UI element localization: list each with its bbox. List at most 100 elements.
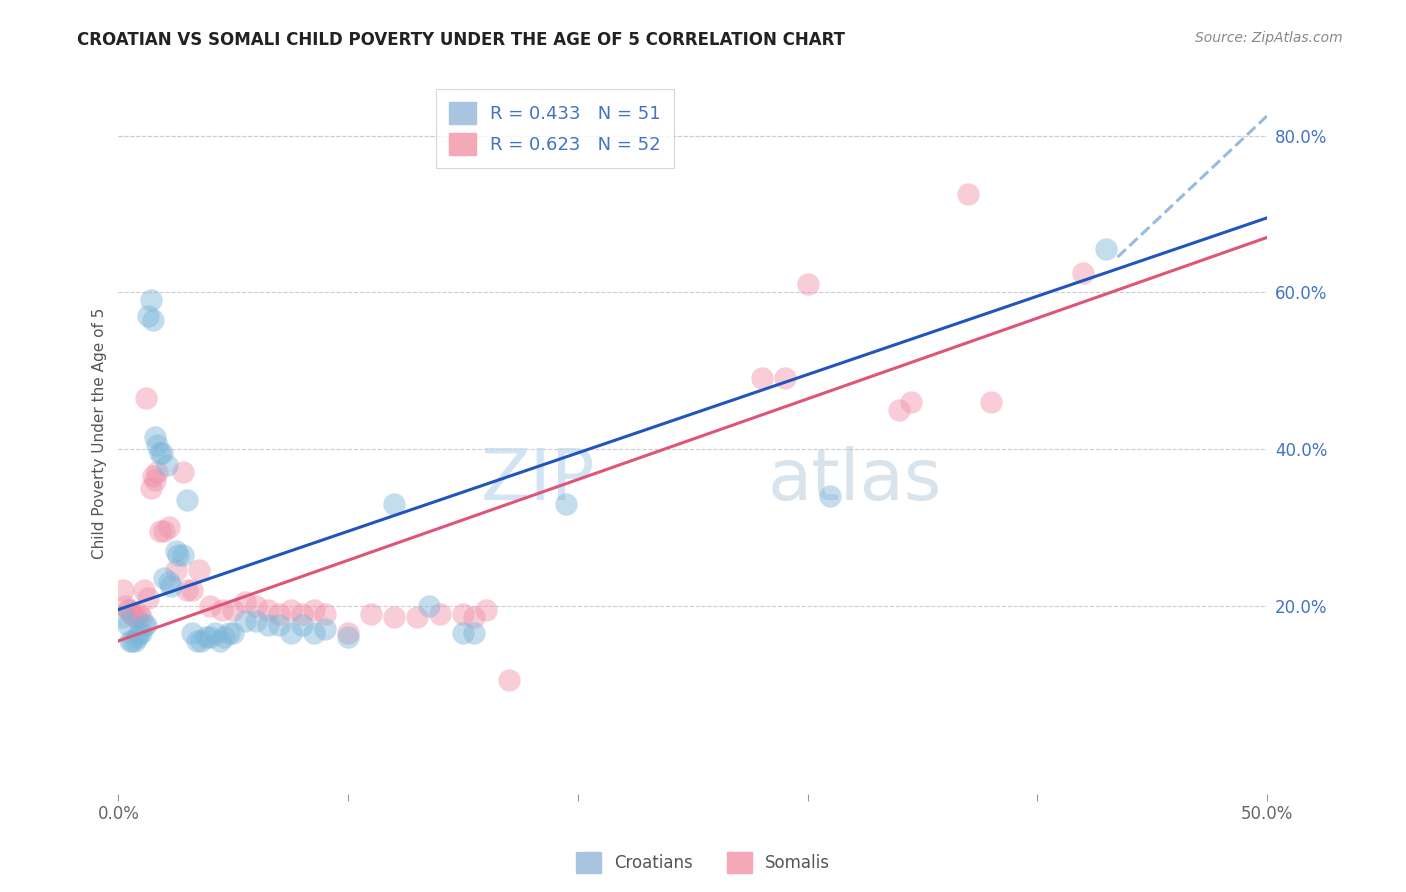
Text: CROATIAN VS SOMALI CHILD POVERTY UNDER THE AGE OF 5 CORRELATION CHART: CROATIAN VS SOMALI CHILD POVERTY UNDER T… [77,31,845,49]
Point [314,622,336,636]
Point [124,610,146,624]
Point [1095,242,1118,256]
Point [128,607,150,621]
Point [302,626,325,640]
Point [204,626,226,640]
Point [382,610,405,624]
Point [160,579,183,593]
Point [498,673,520,687]
Point [291,618,314,632]
Point [212,630,235,644]
Point [256,618,278,632]
Point [280,602,302,616]
Point [222,626,245,640]
Point [751,371,773,385]
Point [1071,266,1094,280]
Point [208,634,231,648]
Point [269,607,291,621]
Point [150,446,173,460]
Text: Source: ZipAtlas.com: Source: ZipAtlas.com [1195,31,1343,45]
Point [337,630,360,644]
Point [167,548,190,562]
Point [256,602,278,616]
Point [429,607,451,621]
Legend: R = 0.433   N = 51, R = 0.623   N = 52: R = 0.433 N = 51, R = 0.623 N = 52 [436,89,673,168]
Point [165,544,187,558]
Point [157,520,180,534]
Point [112,582,135,597]
Point [186,634,208,648]
Point [165,563,187,577]
Point [114,599,136,613]
Point [222,602,245,616]
Point [118,634,141,648]
Point [406,610,429,624]
Point [194,630,217,644]
Point [117,618,139,632]
Point [117,602,139,616]
Point [302,602,325,616]
Point [139,481,162,495]
Point [337,626,360,640]
Point [900,395,922,409]
Point [187,563,209,577]
Point [135,618,157,632]
Point [382,497,405,511]
Text: atlas: atlas [768,446,942,515]
Point [360,607,382,621]
Point [112,610,135,624]
Point [172,466,194,480]
Legend: Croatians, Somalis: Croatians, Somalis [569,846,837,880]
Point [121,634,143,648]
Point [176,582,198,597]
Point [796,277,818,292]
Point [139,293,162,307]
Point [475,602,498,616]
Text: ZIP: ZIP [481,446,595,515]
Point [132,582,155,597]
Point [233,595,256,609]
Point [773,371,796,385]
Point [121,607,143,621]
Point [149,524,172,539]
Point [200,599,222,613]
Point [157,575,180,590]
Point [142,312,165,326]
Point [245,615,267,629]
Point [135,391,157,405]
Point [143,473,166,487]
Point [172,548,194,562]
Point [176,492,198,507]
Point [136,309,159,323]
Point [555,497,578,511]
Point [128,626,150,640]
Point [132,618,155,632]
Point [314,607,336,621]
Point [153,524,176,539]
Point [211,602,233,616]
Point [181,626,204,640]
Point [153,571,176,585]
Point [143,430,166,444]
Point [149,446,172,460]
Point [136,591,159,605]
Point [820,489,842,503]
Point [418,599,440,613]
Point [181,582,204,597]
Point [451,626,474,640]
Point [889,402,911,417]
Point [233,615,256,629]
Point [131,626,153,640]
Point [218,626,240,640]
Point [142,469,165,483]
Point [269,618,291,632]
Point [124,634,146,648]
Y-axis label: Child Poverty Under the Age of 5: Child Poverty Under the Age of 5 [93,308,107,559]
Point [245,599,267,613]
Point [200,630,222,644]
Point [146,438,169,452]
Point [280,626,302,640]
Point [118,602,141,616]
Point [463,610,485,624]
Point [451,607,474,621]
